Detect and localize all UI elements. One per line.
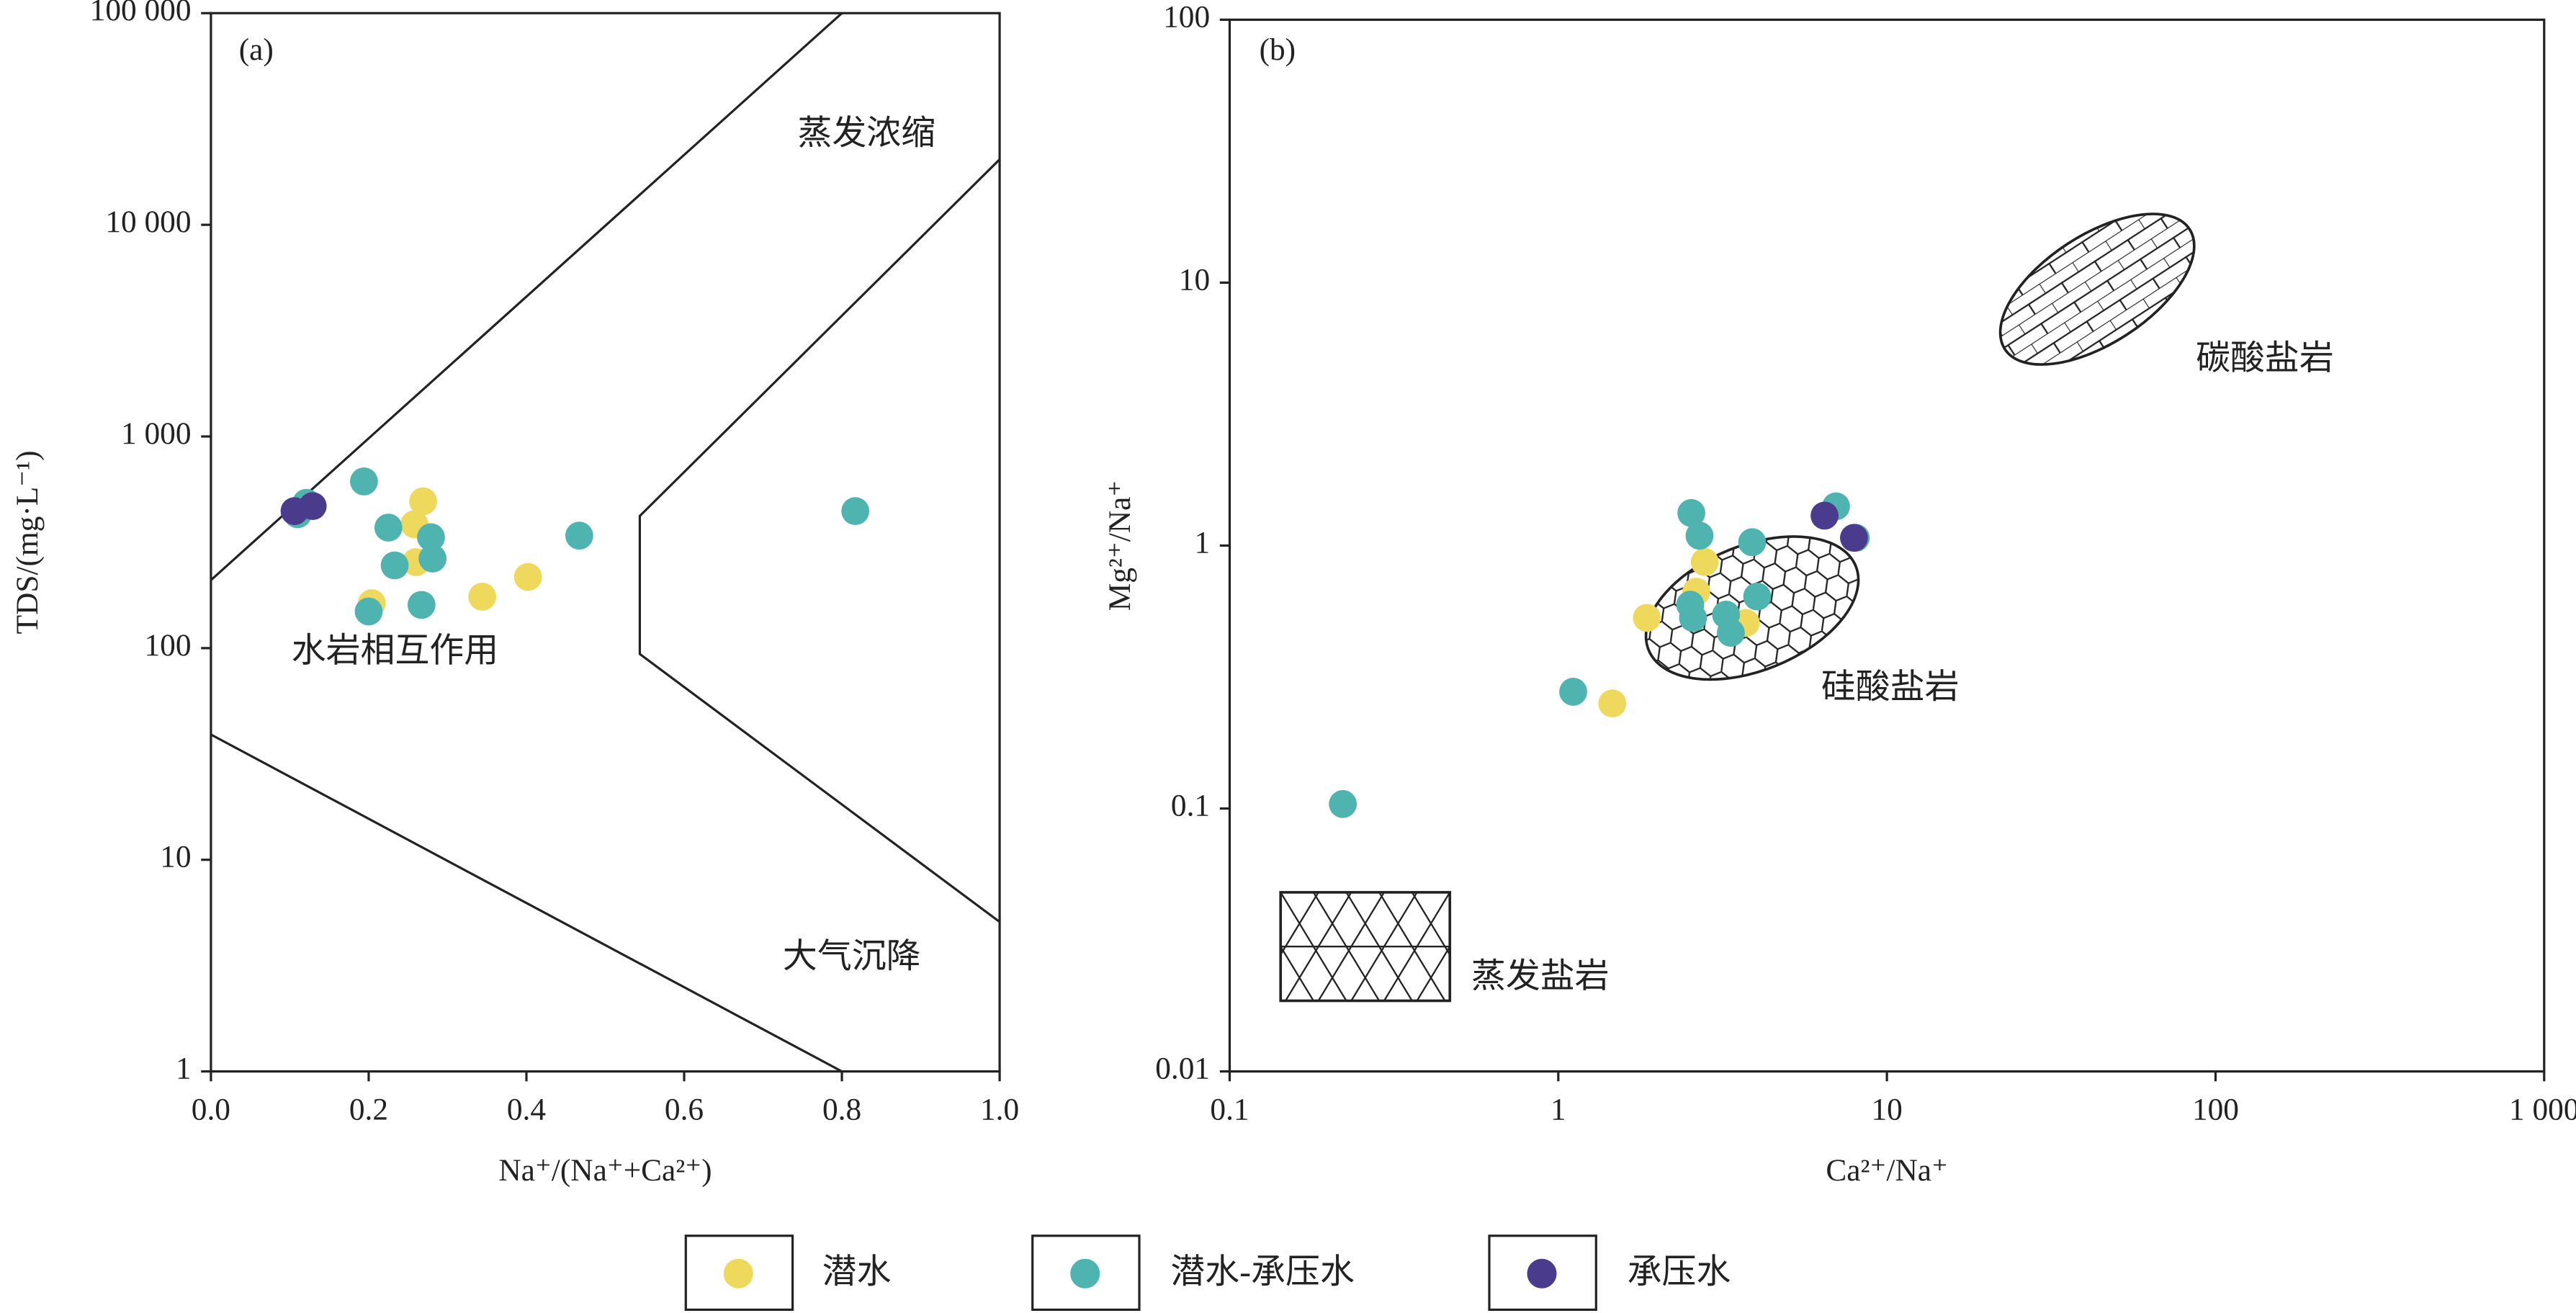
region-boundaries xyxy=(210,12,1001,1073)
data-point xyxy=(354,597,383,626)
x-tick-label: 0.2 xyxy=(349,1093,388,1127)
annotation: 蒸发浓缩 xyxy=(797,114,935,152)
annotation: 硅酸盐岩 xyxy=(1821,668,1960,706)
x-tick-label: 0.0 xyxy=(192,1093,230,1127)
x-tick-label: 1 xyxy=(1550,1093,1566,1127)
y-axis-label: TDS/(mg·L⁻¹) xyxy=(10,450,45,634)
y-axis-label: Mg²⁺/Na⁺ xyxy=(1103,480,1137,611)
data-point xyxy=(1677,498,1705,527)
data-point xyxy=(418,545,447,573)
y-tick-label: 100 xyxy=(145,628,192,663)
legend-marker xyxy=(723,1258,753,1289)
x-tick-label: 0.6 xyxy=(665,1093,704,1127)
data-point xyxy=(1559,678,1587,706)
data-point xyxy=(1717,619,1745,647)
data-point xyxy=(417,523,445,552)
data-point xyxy=(565,521,593,550)
legend-boxes xyxy=(684,1234,1597,1312)
data-point xyxy=(1840,524,1868,552)
y-tick-label: 100 000 xyxy=(90,0,192,27)
y-tick-label: 1 000 xyxy=(121,416,192,451)
data-point xyxy=(409,487,437,516)
data-point xyxy=(1598,689,1627,718)
legend-label: 潜水-承压水 xyxy=(1170,1253,1354,1291)
data-point xyxy=(468,583,497,611)
annotation: 蒸发盐岩 xyxy=(1471,957,1610,995)
panel-label: (a) xyxy=(239,32,274,67)
y-tick-label: 100 xyxy=(1163,0,1210,34)
x-tick-label: 0.8 xyxy=(822,1093,861,1127)
data-point xyxy=(513,563,542,591)
data-point xyxy=(1679,604,1707,632)
legend-marker xyxy=(1527,1258,1557,1289)
data-point xyxy=(1633,604,1661,632)
legend-label: 承压水 xyxy=(1628,1253,1731,1291)
data-point xyxy=(1810,501,1839,530)
data-point xyxy=(841,497,870,526)
y-tick-label: 1 xyxy=(1194,525,1210,560)
x-tick-label: 100 xyxy=(2192,1093,2239,1127)
data-point xyxy=(1743,582,1772,611)
x-tick-label: 1.0 xyxy=(980,1093,1019,1127)
legend-marker xyxy=(1070,1258,1100,1289)
x-tick-label: 0.1 xyxy=(1210,1093,1249,1127)
annotation: 大气沉降 xyxy=(783,937,921,975)
y-tick-label: 1 xyxy=(176,1052,192,1086)
x-tick-label: 0.4 xyxy=(507,1093,546,1127)
x-tick-label: 1 000 xyxy=(2509,1093,2576,1127)
annotation: 水岩相互作用 xyxy=(292,632,498,670)
data-point xyxy=(407,591,436,619)
y-tick-label: 0.1 xyxy=(1171,789,1210,823)
panel-label: (b) xyxy=(1260,32,1296,67)
data-point xyxy=(349,467,378,496)
y-tick-label: 0.01 xyxy=(1155,1052,1210,1086)
data-point xyxy=(298,492,327,521)
legend-label: 潜水 xyxy=(822,1253,892,1291)
data-point xyxy=(1329,789,1357,818)
data-point xyxy=(380,551,409,580)
data-point xyxy=(1690,547,1719,576)
x-axis-label: Na⁺/(Na⁺+Ca²⁺) xyxy=(498,1153,712,1188)
data-point xyxy=(374,514,403,542)
plot-frame xyxy=(1228,18,2546,1073)
data-point xyxy=(1738,528,1767,557)
x-tick-label: 10 xyxy=(1871,1093,1902,1127)
plot-frame xyxy=(210,12,1001,1073)
y-tick-label: 10 xyxy=(160,840,191,874)
data-point xyxy=(1685,521,1714,550)
x-axis-label: Ca²⁺/Na⁺ xyxy=(1826,1153,1947,1188)
rock-regions xyxy=(1279,212,2196,1003)
annotation: 碳酸盐岩 xyxy=(2196,339,2334,377)
y-tick-label: 10 xyxy=(1179,262,1210,297)
y-tick-label: 10 000 xyxy=(105,205,191,239)
